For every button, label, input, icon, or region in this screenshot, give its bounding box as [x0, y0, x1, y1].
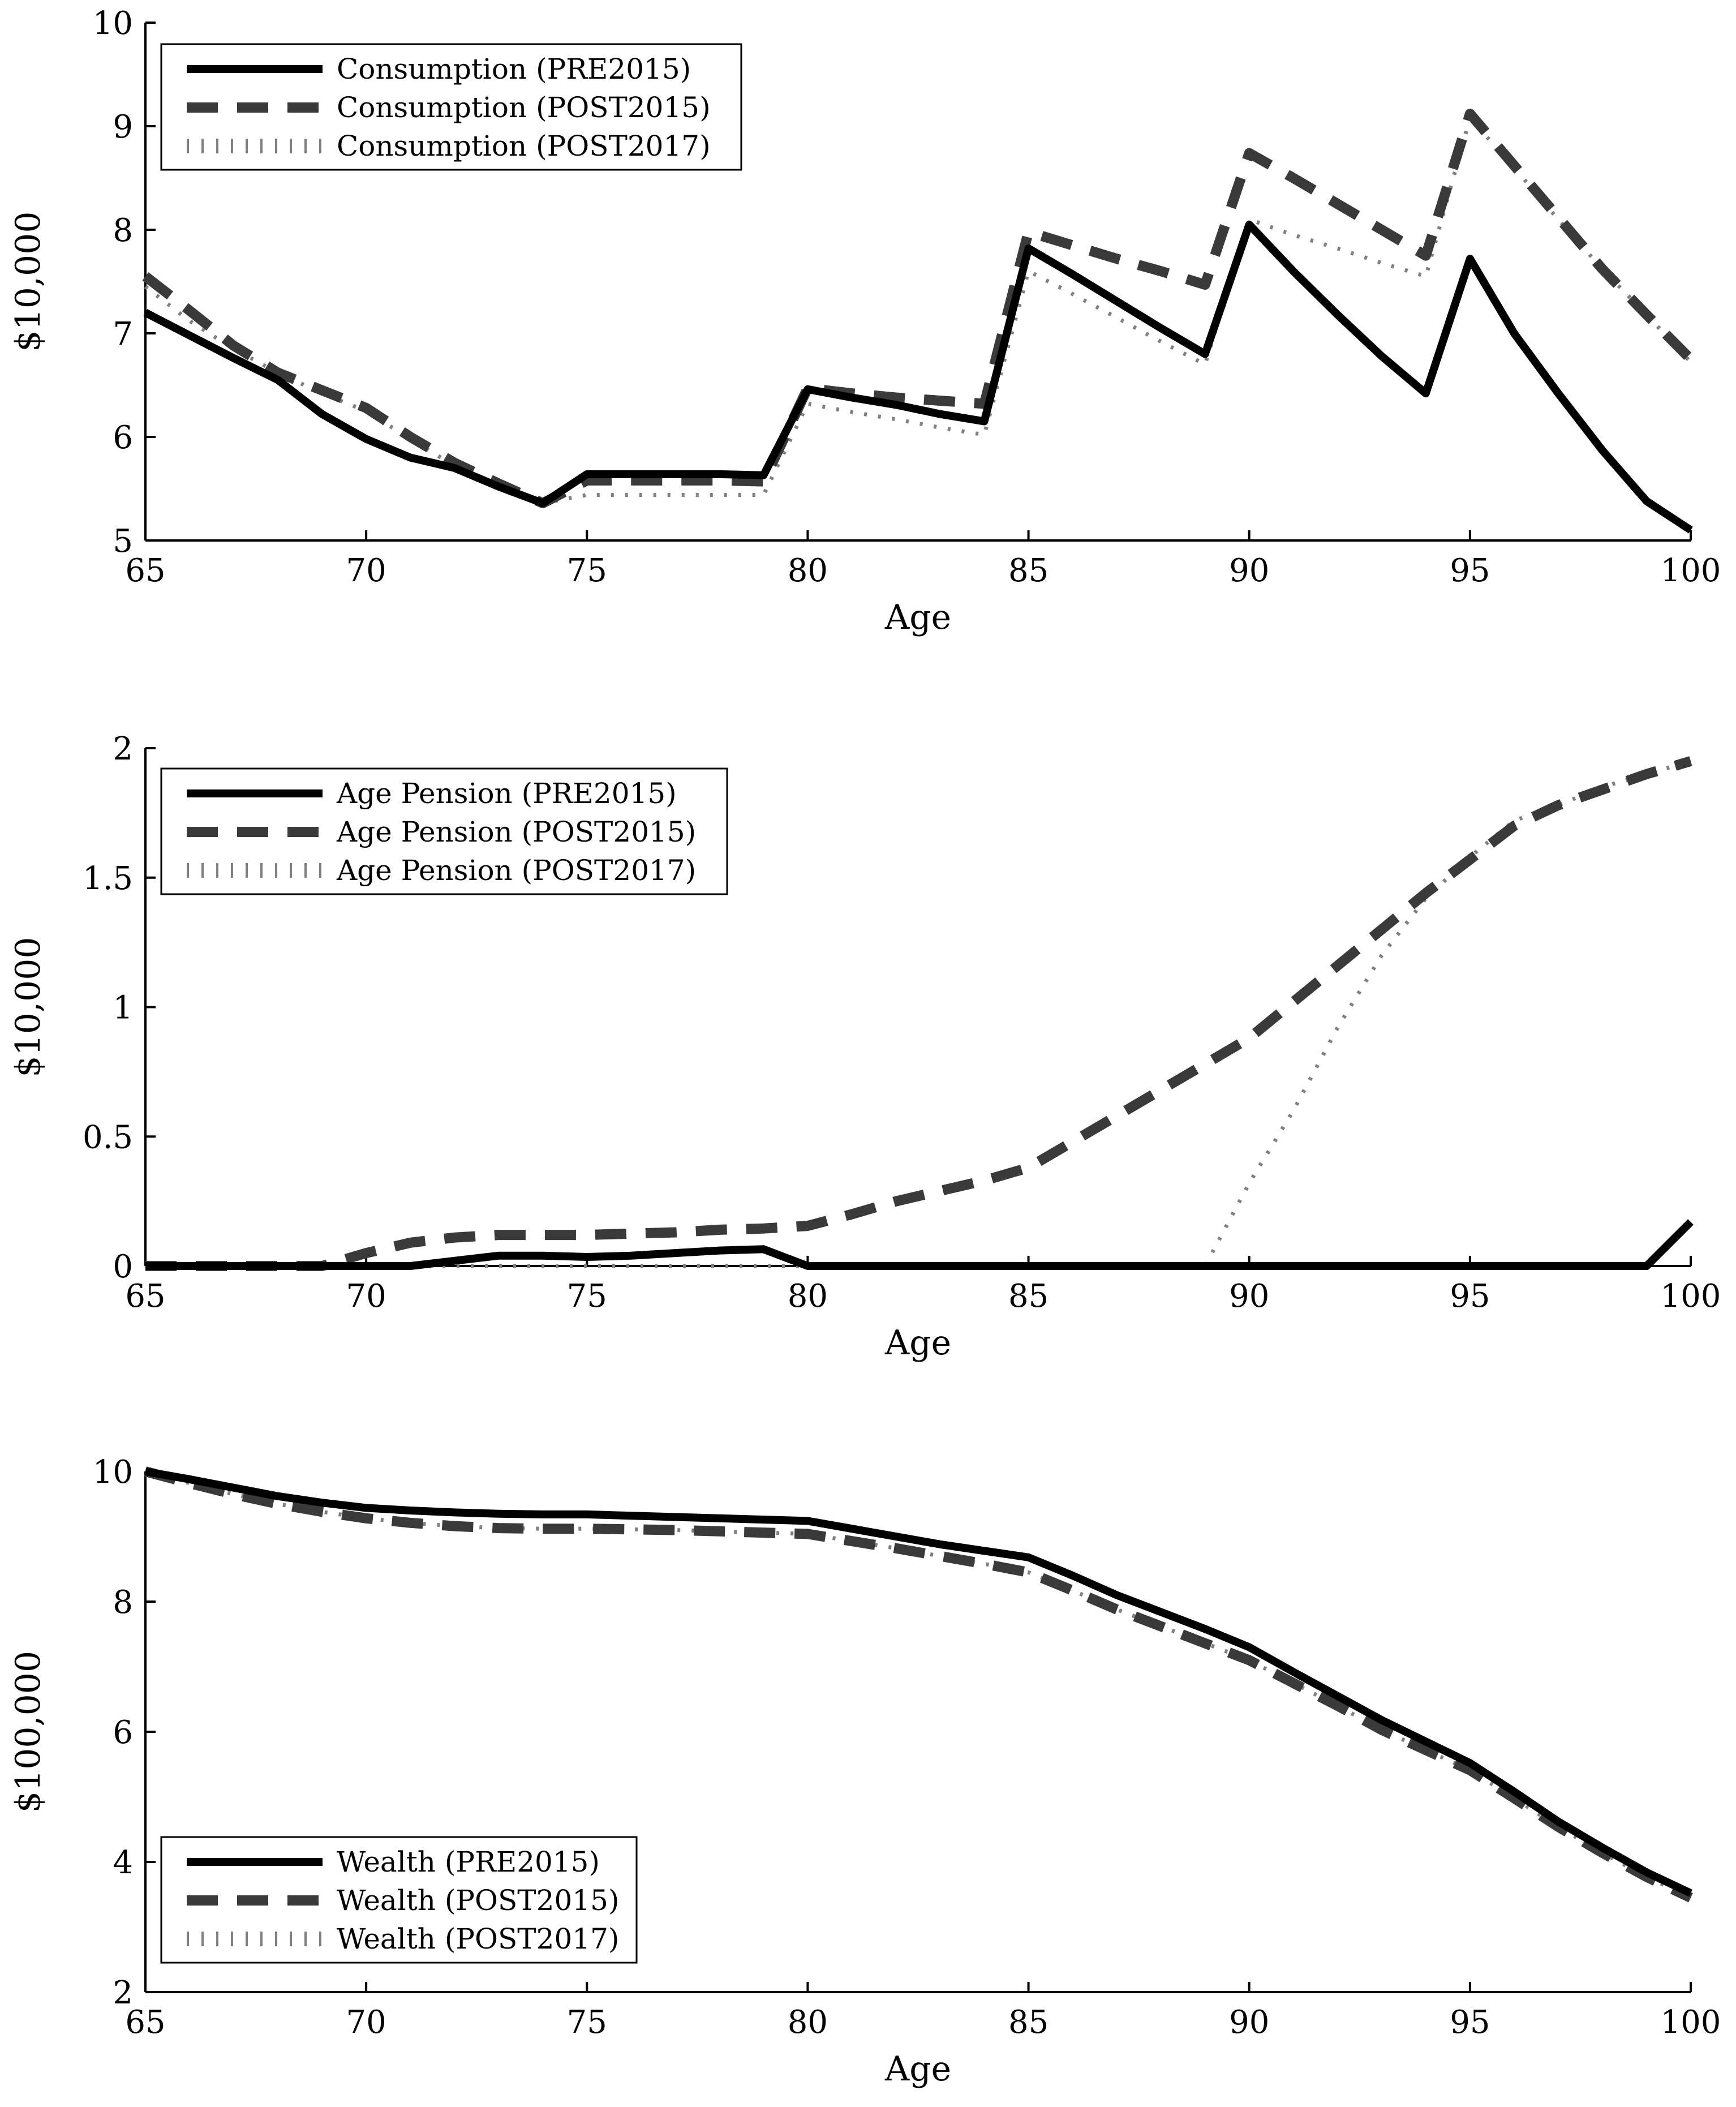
y-axis-title: $10,000: [8, 937, 48, 1077]
x-tick-label: 70: [346, 1278, 386, 1315]
legend-label: Wealth (POST2015): [337, 1884, 619, 1917]
chart-panel-1: 65 70 75 80 85 90 95 100 5 6 7 8 9 10 Age $10,000 Consum…: [8, 5, 1721, 637]
y-tick-label: 10: [93, 5, 133, 42]
y-tick-label: 1.5: [83, 860, 133, 897]
series-line-dashed: [145, 756, 1692, 1271]
y-tick-label: 1: [113, 990, 133, 1027]
legend-label: Consumption (PRE2015): [337, 53, 691, 85]
chart-panel-2: 65 70 75 80 85 90 95 100 0 0.5 1 1.5 2 Age $10,000 Age …: [8, 731, 1721, 1363]
y-axis-title: $100,000: [8, 1651, 48, 1813]
x-tick-label: 75: [567, 552, 607, 589]
x-tick-label: 85: [1008, 2004, 1049, 2041]
legend: Age Pension (PRE2015) Age Pension (POST20…: [160, 767, 728, 895]
y-tick-label: 4: [113, 1844, 133, 1881]
legend-label: Wealth (POST2017): [337, 1923, 619, 1955]
y-tick-label: 2: [113, 731, 133, 767]
legend: Consumption (PRE2015) Consumption (POST20…: [160, 43, 742, 171]
x-axis-title: Age: [884, 2049, 951, 2089]
legend-label: Consumption (POST2015): [337, 91, 711, 124]
x-tick-label: 65: [125, 2004, 165, 2041]
x-tick-label: 95: [1450, 1278, 1490, 1315]
x-tick-label: 80: [788, 1278, 828, 1315]
x-axis-title: Age: [884, 598, 951, 637]
x-tick-label: 100: [1661, 552, 1721, 589]
series-line-dashed: [144, 1466, 1693, 1903]
x-tick-label: 75: [567, 2004, 607, 2041]
x-tick-label: 90: [1229, 552, 1269, 589]
y-tick-label: 5: [113, 523, 133, 560]
x-tick-label: 80: [788, 2004, 828, 2041]
series-line-solid: [145, 1219, 1694, 1270]
x-tick-label: 95: [1450, 552, 1490, 589]
x-tick-label: 65: [125, 1278, 165, 1315]
x-tick-label: 85: [1008, 552, 1049, 589]
x-tick-label: 75: [567, 1278, 607, 1315]
x-tick-label: 80: [788, 552, 828, 589]
chart-panel-3: 65 70 75 80 85 90 95 100 2 4 6 8 10 Age $100,000 Wealth…: [8, 1454, 1721, 2089]
legend-label: Age Pension (POST2015): [336, 816, 696, 848]
y-tick-label: 6: [113, 1714, 133, 1751]
y-tick-label: 7: [113, 316, 133, 353]
series-line-dashed: [142, 109, 1695, 509]
y-tick-label: 9: [113, 109, 133, 145]
legend-label: Age Pension (PRE2015): [336, 777, 677, 810]
x-tick-label: 70: [346, 552, 386, 589]
series-line-solid: [143, 220, 1693, 534]
y-tick-label: 8: [113, 212, 133, 249]
x-tick-label: 70: [346, 2004, 386, 2041]
x-tick-label: 90: [1229, 1278, 1269, 1315]
y-tick-label: 0.5: [83, 1119, 133, 1156]
y-axis-title: $10,000: [8, 211, 48, 351]
x-tick-label: 100: [1661, 1278, 1721, 1315]
x-tick-label: 95: [1450, 2004, 1490, 2041]
x-axis-title: Age: [884, 1323, 951, 1363]
y-tick-label: 0: [113, 1248, 133, 1285]
legend-label: Consumption (POST2017): [337, 130, 711, 162]
series-line-solid: [144, 1467, 1692, 1897]
y-tick-label: 8: [113, 1584, 133, 1621]
legend-label: Age Pension (POST2017): [336, 854, 696, 887]
y-tick-label: 6: [113, 419, 133, 456]
series-line-dotted: [145, 1469, 1692, 1900]
y-tick-label: 2: [113, 1975, 133, 2011]
y-tick-label: 10: [93, 1454, 133, 1491]
x-tick-label: 65: [125, 552, 165, 589]
x-tick-label: 90: [1229, 2004, 1269, 2041]
legend-label: Wealth (PRE2015): [337, 1846, 600, 1878]
x-tick-label: 100: [1661, 2004, 1721, 2041]
legend: Wealth (PRE2015) Wealth (POST2015) Wealth …: [160, 1836, 638, 1964]
x-tick-label: 85: [1008, 1278, 1049, 1315]
